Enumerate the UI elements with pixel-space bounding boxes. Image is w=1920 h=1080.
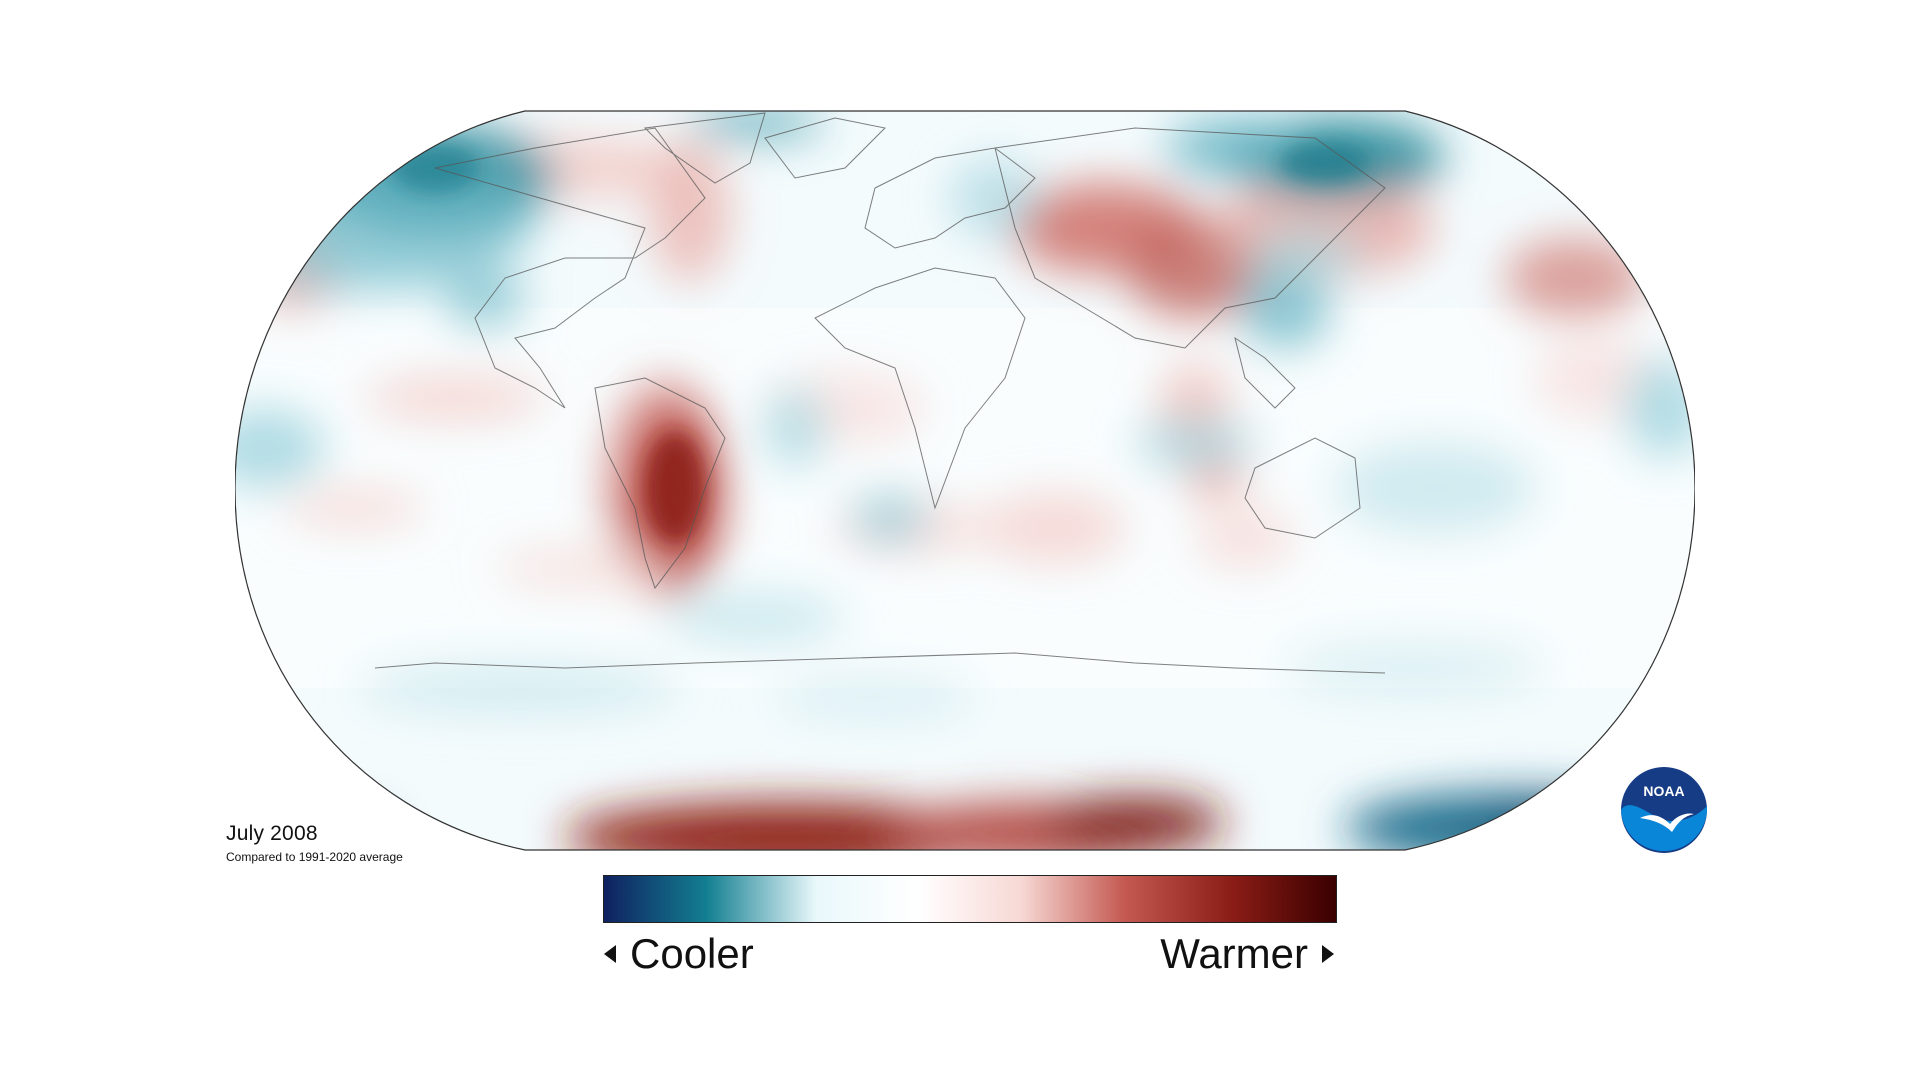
legend-warmer-label: Warmer xyxy=(1160,930,1308,977)
map-subtitle: Compared to 1991-2020 average xyxy=(226,850,403,864)
map-date-label: July 2008 xyxy=(226,822,318,845)
legend-left: Cooler xyxy=(604,930,754,978)
legend-cooler-label: Cooler xyxy=(630,930,754,977)
noaa-logo-icon: NOAA xyxy=(1621,767,1708,853)
map-svg xyxy=(235,110,1695,851)
noaa-logo: NOAA xyxy=(1620,766,1708,854)
left-arrow-icon xyxy=(604,945,616,963)
temperature-anomaly-field xyxy=(235,111,1695,850)
legend-right: Warmer xyxy=(1160,930,1334,978)
right-arrow-icon xyxy=(1322,945,1334,963)
world-map xyxy=(235,108,1695,853)
noaa-logo-text: NOAA xyxy=(1643,783,1684,799)
anomaly-colorbar xyxy=(603,875,1337,923)
map-outline xyxy=(235,110,1695,851)
coastlines xyxy=(374,112,1386,674)
